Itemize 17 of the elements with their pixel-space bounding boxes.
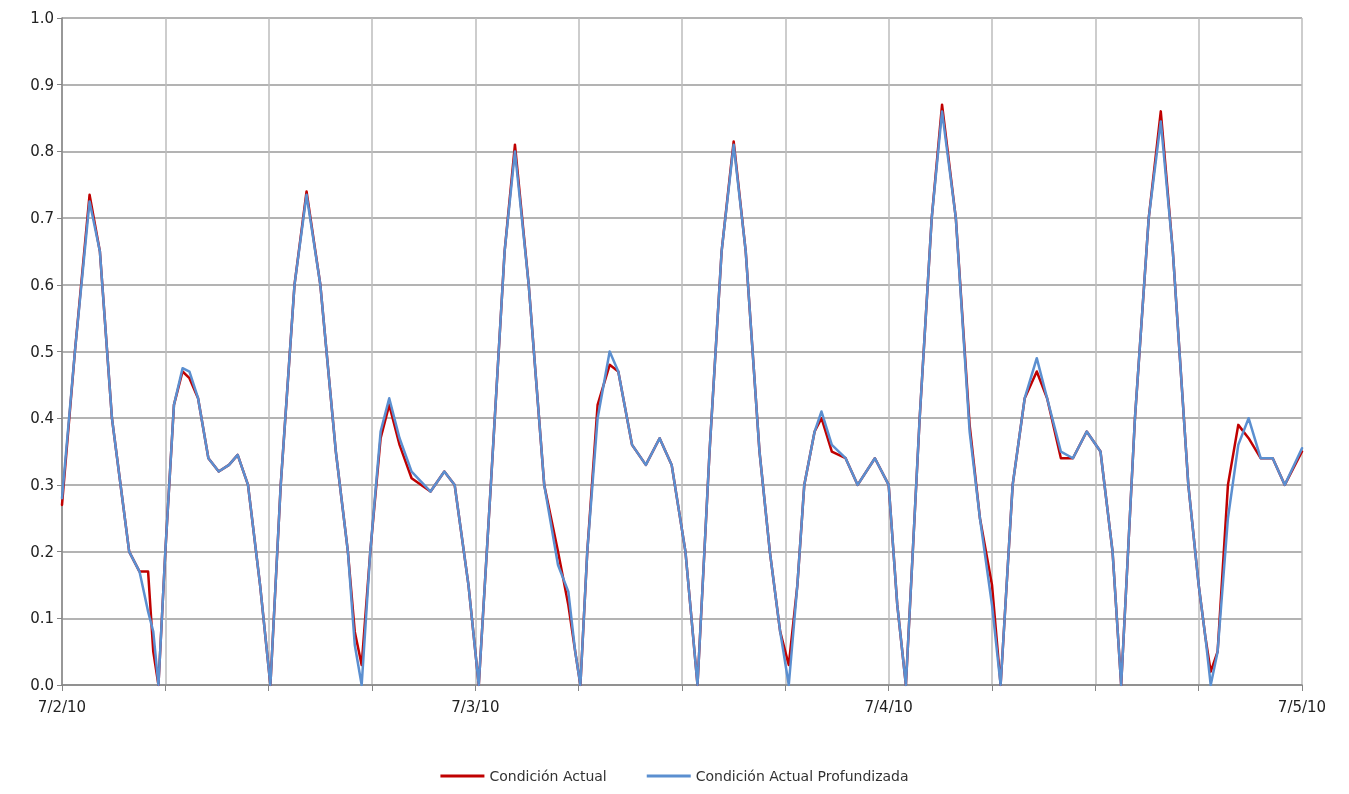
y-tick-label: 1.0 (30, 9, 54, 27)
x-tick-label: 7/4/10 (864, 697, 913, 716)
x-tick-label: 7/2/10 (37, 697, 87, 716)
y-tick-label: 0.1 (30, 609, 54, 628)
y-tick-label: 0.9 (30, 75, 54, 94)
y-tick-label: 0.7 (30, 209, 54, 228)
legend-label: Condición Actual Profundizada (695, 768, 909, 784)
y-tick-label: 0.0 (30, 676, 54, 694)
y-tick-label: 0.2 (30, 542, 54, 561)
y-tick-label: 0.6 (30, 275, 54, 294)
y-tick-label: 0.3 (30, 475, 54, 494)
y-tick-label: 0.8 (30, 142, 54, 161)
x-tick-label: 7/3/10 (451, 697, 500, 716)
y-tick-label: 0.5 (30, 342, 54, 361)
legend-label: Condición Actual (489, 768, 607, 784)
x-tick-label: 7/5/10 (1277, 697, 1327, 716)
y-tick-label: 0.4 (30, 409, 54, 428)
